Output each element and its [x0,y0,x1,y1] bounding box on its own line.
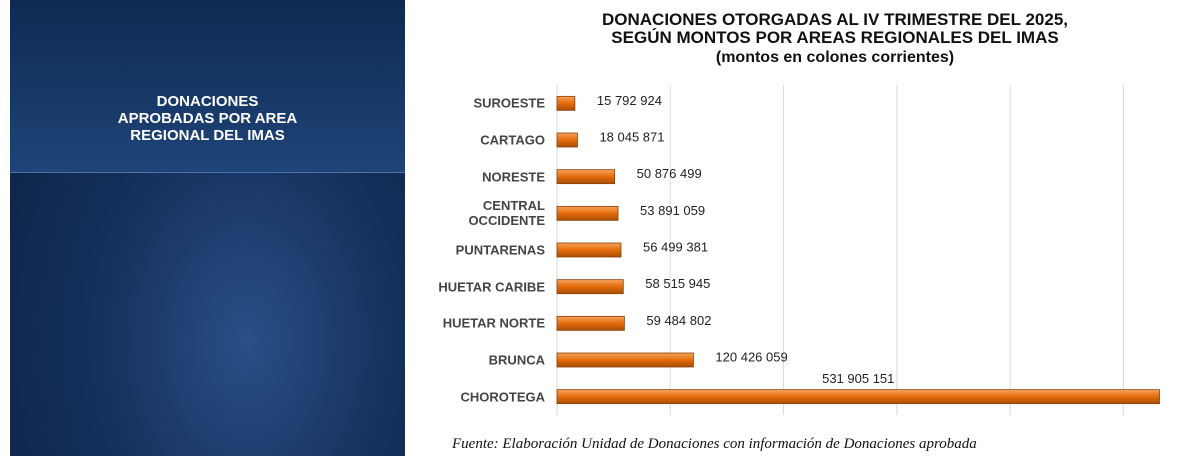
bar [556,169,616,185]
value-label: 15 792 924 [597,93,662,108]
chart-subtitle: (montos en colones corrientes) [715,49,955,66]
category-label: CARTAGO [480,132,545,148]
value-label: 50 876 499 [637,166,702,181]
bar [556,315,625,331]
bar [556,279,624,295]
panel-band [10,0,405,173]
value-label: 59 484 802 [646,313,711,328]
value-label: 58 515 945 [645,276,710,291]
bar [556,352,694,368]
chart-title: DONACIONES OTORGADAS AL IV TRIMESTRE DEL… [601,10,1068,47]
category-label: HUETAR NORTE [442,315,545,331]
category-label: PUNTARENAS [455,242,545,258]
panel-title: DONACIONES APROBADAS POR AREA REGIONAL D… [117,93,298,144]
category-label: CENTRAL OCCIDENTE [468,198,545,229]
category-label: SUROESTE [473,95,545,111]
bar [556,95,576,111]
category-label: BRUNCA [488,352,545,368]
value-label: 120 426 059 [715,349,787,364]
bar [556,132,578,148]
value-label: 18 045 871 [599,129,664,144]
value-label: 56 499 381 [643,239,708,254]
value-label: 531 905 151 [822,371,894,386]
category-label: NORESTE [482,169,545,185]
bar [556,242,622,258]
source-note: Fuente: Elaboración Unidad de Donaciones… [452,436,977,452]
bar [556,205,619,221]
value-label: 53 891 059 [640,203,705,218]
category-label: HUETAR CARIBE [438,279,545,295]
bar [556,389,1160,405]
side-panel: DONACIONES APROBADAS POR AREA REGIONAL D… [10,0,405,456]
category-label: CHOROTEGA [460,389,546,405]
